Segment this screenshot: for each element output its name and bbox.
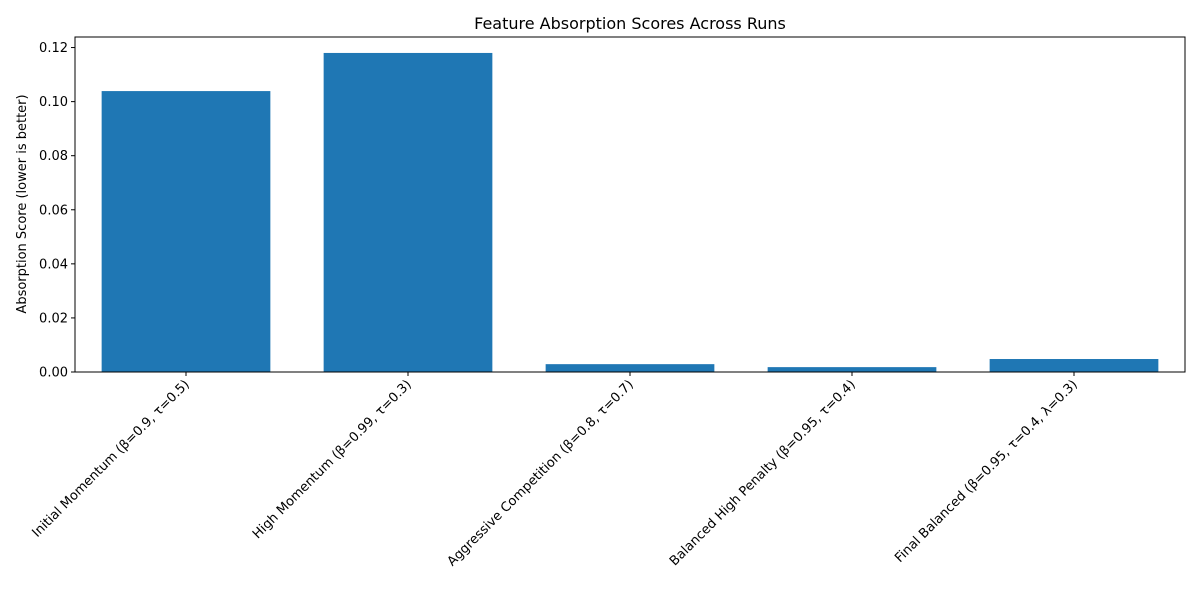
bar-1 [323,52,493,372]
bar-2 [545,364,715,372]
x-tick-label-2: Aggressive Competition (β=0.8, τ=0.7) [445,377,637,569]
bar-4 [989,359,1159,372]
y-tick-label-5: 0.10 [39,95,68,110]
x-tick-label-4: Final Balanced (β=0.95, τ=0.4, λ=0.3) [892,377,1081,566]
y-tick-label-2: 0.04 [39,257,68,272]
y-tick-label-1: 0.02 [39,311,68,326]
y-tick-label-3: 0.06 [39,203,68,218]
bars-group [101,52,1159,372]
chart-title: Feature Absorption Scores Across Runs [474,14,786,33]
y-axis-label: Absorption Score (lower is better) [15,94,30,313]
plot-frame [74,36,1186,373]
y-tick-label-4: 0.08 [39,149,68,164]
bar-3 [767,367,937,372]
x-tick-label-3: Balanced High Penalty (β=0.95, τ=0.4) [667,377,859,569]
y-tick-label-6: 0.12 [39,41,68,56]
bar-0 [101,91,271,372]
x-ticks-group: Initial Momentum (β=0.9, τ=0.5) High Mome… [29,372,1081,569]
y-ticks-group: 0.00 0.02 0.04 0.06 0.08 0.10 0.12 [39,41,75,381]
x-tick-label-0: Initial Momentum (β=0.9, τ=0.5) [29,377,192,540]
x-tick-label-1: High Momentum (β=0.99, τ=0.3) [250,377,415,542]
y-tick-label-0: 0.00 [39,366,68,381]
